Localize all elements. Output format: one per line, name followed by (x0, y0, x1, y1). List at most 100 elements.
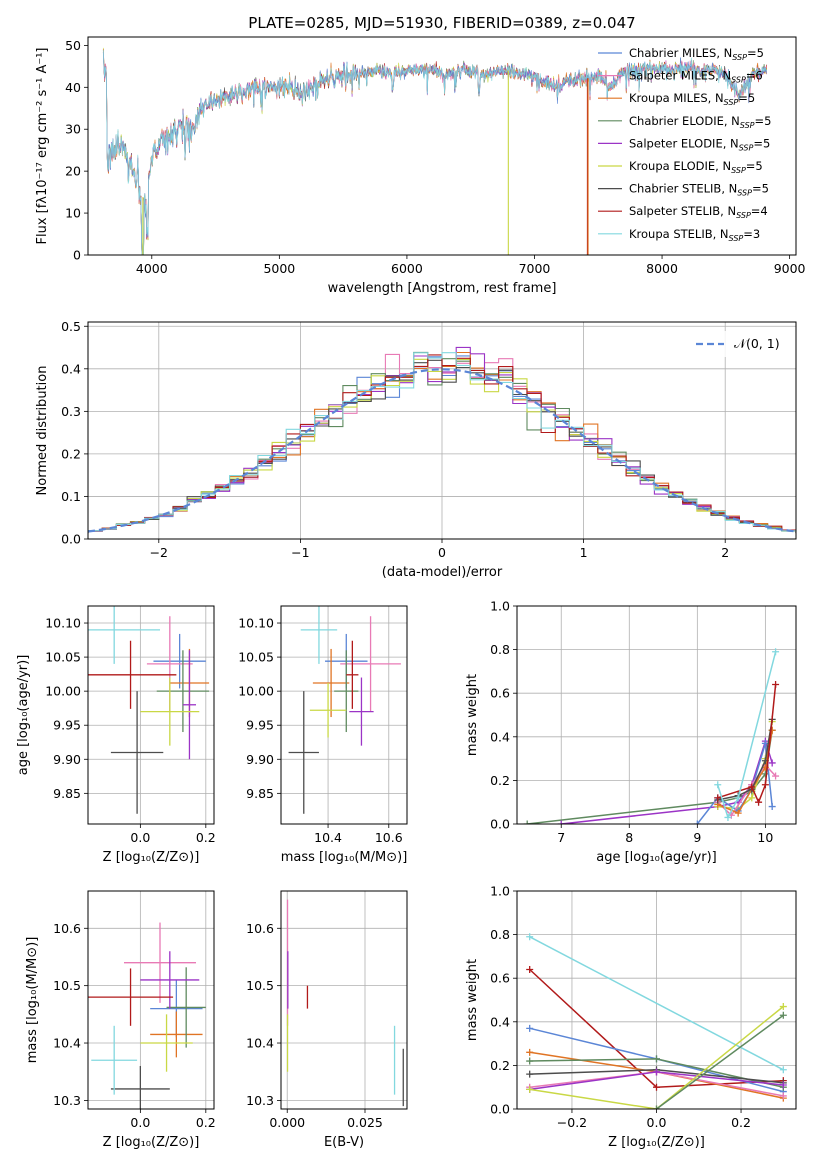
y-tick-label: 10.10 (238, 616, 274, 631)
y-tick-label: 0.0 (61, 532, 81, 547)
weight-marker (748, 783, 756, 791)
weight-vs-Z-axes: −0.2 0.0 0.2 0.0 0.2 0.4 0.6 0.8 1.0 Z [log₁₀(Z/Z… (465, 884, 797, 1150)
x-tick-label: 5000 (263, 261, 295, 276)
grid-lines (281, 891, 407, 1109)
y-tick-label: 0.8 (490, 642, 510, 657)
legend-entry-tail: =5 (752, 182, 769, 196)
y-tick-label: 0.4 (61, 361, 81, 376)
x-tick-label: 0.2 (731, 1115, 751, 1130)
y-tick-label: 50 (65, 38, 81, 53)
x-tick-label: 10.4 (314, 830, 342, 845)
y-tick-label: 9.95 (246, 718, 274, 733)
weight-marker (724, 813, 732, 821)
y-tick-label: 10.05 (45, 650, 81, 665)
weight-line (561, 738, 773, 824)
weight-marker (526, 1085, 534, 1093)
x-tick-label: −0.2 (557, 1115, 587, 1130)
x-tick-label: 0.000 (269, 1115, 305, 1130)
legend-entry: Chabrier STELIB, NSSP=5 (629, 182, 769, 198)
legend-entry-sub: SSP (729, 234, 744, 243)
x-axis-label: wavelength [Angstrom, rest frame] (328, 281, 557, 296)
weight-marker (734, 809, 742, 817)
legend-entry-sub: SSP (731, 76, 746, 85)
legend-entry-sub: SSP (740, 121, 755, 130)
y-tick-label: 10.3 (246, 1093, 274, 1108)
age-vs-mass-axes: 10.4 10.6 9.85 9.90 9.95 10.00 10.05 10.10 mass … (238, 605, 408, 865)
legend-entry: Salpeter ELODIE, NSSP=5 (629, 136, 770, 152)
plot-area (88, 922, 206, 1109)
y-tick-label: 10.5 (246, 978, 274, 993)
weight-line (529, 936, 784, 1071)
y-axis-label: Normed distribution (35, 366, 50, 496)
legend-entry-tail: =5 (755, 114, 772, 128)
y-axis-label: mass weight (465, 959, 480, 1041)
x-tick-label: 0.2 (196, 1115, 216, 1130)
weight-marker (772, 680, 780, 688)
legend-entry: Salpeter MILES, NSSP=6 (629, 69, 763, 85)
grid-lines (88, 891, 214, 1109)
weight-marker (761, 770, 769, 778)
y-tick-label: 0.0 (490, 1102, 510, 1117)
y-tick-label: 0.0 (490, 817, 510, 832)
plot-area (88, 606, 210, 814)
grid-lines (517, 890, 796, 1110)
weight-line (716, 651, 777, 820)
legend-box (688, 331, 788, 357)
plot-area (286, 899, 404, 1107)
weight-marker (557, 820, 565, 824)
axes-frame (280, 890, 408, 1110)
weight-vs-age-axes: 7 8 9 10 0.0 0.2 0.4 0.6 0.8 1.0 age [log₁₀(age/yr… (465, 599, 797, 865)
y-tick-label: 10.05 (238, 650, 274, 665)
y-tick-label: 1.0 (490, 884, 510, 899)
legend-entry-text: Kroupa ELODIE, N (629, 159, 731, 173)
y-tick-label: 10.10 (45, 616, 81, 631)
y-tick-label: 0.6 (490, 971, 510, 986)
x-tick-label: 0.0 (130, 830, 150, 845)
legend-entry: Chabrier MILES, NSSP=5 (629, 46, 764, 62)
x-tick-label: 0.2 (196, 830, 216, 845)
weight-marker (523, 820, 531, 824)
legend-entry-tail: =3 (743, 227, 760, 241)
y-tick-label: 0.3 (61, 404, 81, 419)
x-tick-label: 10 (757, 830, 773, 845)
axes-frame (87, 321, 797, 540)
y-tick-label: 10.4 (53, 1036, 81, 1051)
y-tick-label: 0.4 (490, 729, 510, 744)
weight-marker (748, 794, 756, 802)
axes-frame (87, 36, 797, 256)
weight-marker (779, 1092, 787, 1100)
weight-marker (526, 1024, 534, 1032)
x-tick-label: 2 (721, 545, 729, 560)
chart-title: PLATE=0285, MJD=51930, FIBERID=0389, z=0… (248, 14, 635, 32)
plot-area (526, 933, 787, 1109)
weight-marker (526, 933, 534, 941)
x-tick-label: 9 (693, 830, 701, 845)
y-tick-label: 40 (65, 80, 81, 95)
weight-marker (779, 1003, 787, 1011)
weight-marker (653, 1083, 660, 1091)
legend-entry-tail: =5 (747, 46, 764, 60)
weight-marker (714, 781, 722, 789)
x-tick-label: −1 (291, 545, 309, 560)
normal-curve (88, 368, 796, 533)
spectrum-line (102, 50, 767, 255)
x-tick-label: 0 (438, 545, 446, 560)
y-axis-label: mass weight (465, 674, 480, 756)
y-tick-label: 9.90 (246, 752, 274, 767)
x-tick-label: 10.6 (375, 830, 403, 845)
weight-marker (761, 781, 769, 789)
legend-entry-text: Salpeter MILES, N (629, 69, 731, 83)
y-axis-label: age [log₁₀(age/yr)] (16, 655, 31, 776)
weight-marker (653, 1055, 660, 1063)
y-axis-label: Flux [fλ10⁻¹⁷ erg cm⁻² s⁻¹ A⁻¹] (35, 48, 50, 245)
y-tick-label: 10.4 (246, 1036, 274, 1051)
x-tick-label: 0.025 (347, 1115, 383, 1130)
weight-marker (526, 1048, 534, 1056)
x-tick-label: 6000 (391, 261, 423, 276)
x-tick-label: 4000 (136, 261, 168, 276)
y-tick-label: 10.00 (45, 684, 81, 699)
y-tick-label: 10.6 (53, 921, 81, 936)
y-tick-label: 0 (73, 248, 81, 263)
x-axis-label: Z [log₁₀(Z/Z⊙)] (103, 850, 200, 865)
x-tick-label: 7000 (519, 261, 551, 276)
